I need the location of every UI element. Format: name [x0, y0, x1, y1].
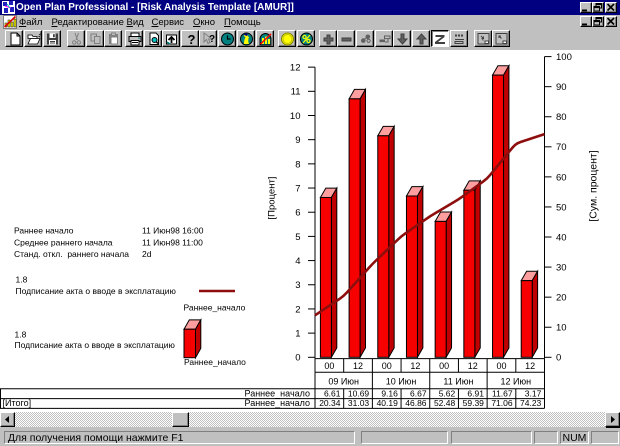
svg-text:[Сум. процент]: [Сум. процент] — [588, 150, 600, 221]
svg-text:10: 10 — [556, 323, 567, 334]
svg-text:12: 12 — [353, 361, 363, 371]
svg-text:40.19: 40.19 — [377, 398, 399, 408]
svg-text:Подписание акта о вводе в эксп: Подписание акта о вводе в эксплатацию — [15, 340, 176, 350]
svg-text:0: 0 — [295, 353, 300, 364]
svg-text:10 Июн: 10 Июн — [386, 376, 417, 386]
svg-text:6: 6 — [295, 208, 300, 219]
svg-text:70: 70 — [556, 142, 567, 153]
svg-text:00: 00 — [496, 361, 506, 371]
svg-text:46.86: 46.86 — [405, 398, 427, 408]
svg-text:0: 0 — [556, 353, 561, 364]
svg-text:7: 7 — [295, 183, 300, 194]
svg-text:60: 60 — [556, 172, 567, 183]
svg-text:11 Июн98 16:00: 11 Июн98 16:00 — [142, 226, 204, 236]
svg-text:00: 00 — [382, 361, 392, 371]
svg-text:71.06: 71.06 — [491, 398, 513, 408]
svg-text:Раннее_начало: Раннее_начало — [184, 357, 246, 367]
svg-text:5.62: 5.62 — [439, 388, 456, 398]
svg-text:1.8: 1.8 — [16, 274, 28, 284]
svg-text:20.34: 20.34 — [319, 398, 341, 408]
svg-text:6.91: 6.91 — [467, 388, 484, 398]
svg-text:3.17: 3.17 — [525, 388, 542, 398]
svg-text:100: 100 — [556, 52, 572, 63]
svg-text:74.23: 74.23 — [520, 398, 542, 408]
svg-text:6.67: 6.67 — [410, 388, 427, 398]
svg-text:90: 90 — [556, 82, 567, 93]
svg-text:?: ? — [209, 34, 215, 45]
svg-text:12: 12 — [410, 361, 420, 371]
svg-text:31.03: 31.03 — [348, 398, 370, 408]
svg-text:6.61: 6.61 — [324, 388, 341, 398]
svg-text:11 Июн98 11:00: 11 Июн98 11:00 — [142, 238, 203, 248]
svg-text:00: 00 — [439, 361, 449, 371]
svg-text:Среднее раннего начала: Среднее раннего начала — [14, 238, 113, 248]
svg-text:Раннее_начало: Раннее_начало — [184, 303, 246, 313]
svg-text:11: 11 — [291, 87, 301, 98]
svg-text:12: 12 — [525, 361, 535, 371]
svg-text:?: ? — [187, 32, 195, 46]
svg-text:2d: 2d — [142, 249, 152, 259]
svg-text:30: 30 — [556, 262, 567, 273]
svg-text:9: 9 — [295, 135, 300, 146]
svg-text:11 Июн: 11 Июн — [443, 376, 473, 386]
svg-text:Раннее_начало: Раннее_начало — [245, 398, 311, 408]
svg-text:59.39: 59.39 — [463, 398, 485, 408]
svg-text:Раннее начало: Раннее начало — [14, 226, 74, 236]
svg-text:12 Июн: 12 Июн — [500, 376, 531, 386]
svg-text:52.48: 52.48 — [434, 398, 456, 408]
svg-text:80: 80 — [556, 112, 567, 123]
svg-text:09 Июн: 09 Июн — [328, 376, 359, 386]
svg-text:Станд. откл. раннего начала: Станд. откл. раннего начала — [14, 249, 129, 259]
svg-text:5: 5 — [295, 232, 300, 243]
svg-text:9.16: 9.16 — [381, 388, 398, 398]
svg-text:12: 12 — [290, 63, 301, 74]
svg-text:20: 20 — [556, 293, 567, 304]
svg-text:1: 1 — [295, 329, 300, 340]
svg-text:3: 3 — [295, 280, 300, 291]
svg-text:50: 50 — [556, 202, 567, 213]
svg-text:2: 2 — [295, 304, 300, 315]
svg-text:Подписание акта о вводе в эксп: Подписание акта о вводе в эксплатацию — [16, 286, 177, 296]
svg-text:00: 00 — [324, 361, 334, 371]
svg-text:Раннее_начало: Раннее_начало — [245, 388, 311, 398]
svg-text:4: 4 — [295, 256, 300, 267]
svg-text:10.69: 10.69 — [348, 388, 370, 398]
svg-text:12: 12 — [468, 361, 478, 371]
svg-text:1.8: 1.8 — [15, 329, 27, 339]
svg-text:40: 40 — [556, 232, 567, 243]
svg-text:[Итого]: [Итого] — [3, 398, 32, 408]
svg-text:10: 10 — [290, 111, 301, 122]
svg-text:11.67: 11.67 — [492, 388, 513, 398]
svg-text:[Процент]: [Процент] — [267, 177, 278, 220]
svg-text:8: 8 — [295, 159, 300, 170]
